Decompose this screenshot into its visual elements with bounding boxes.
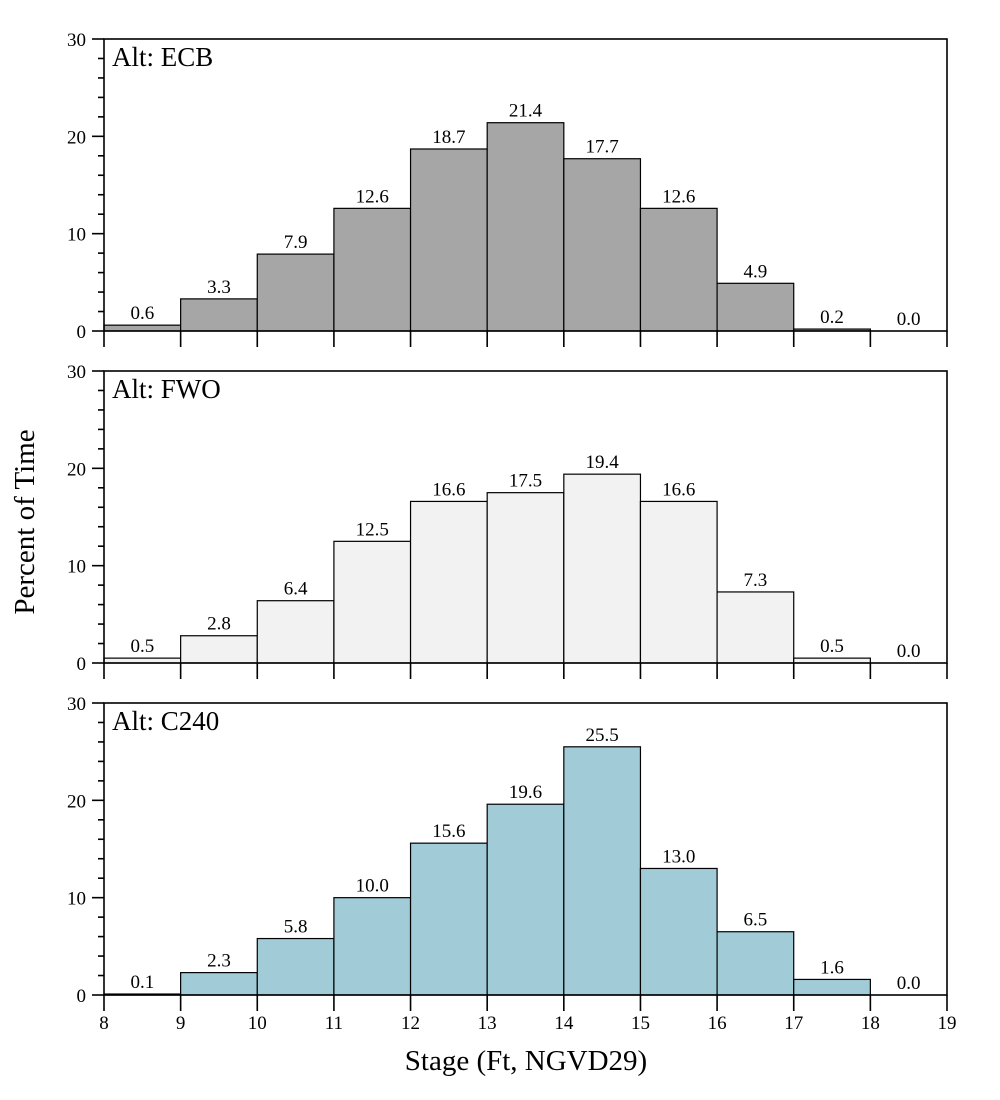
y-tick-label: 0 <box>77 322 87 343</box>
bar-value-label: 0.0 <box>897 641 921 662</box>
x-tick-label: 14 <box>554 1013 574 1034</box>
bar-value-label: 0.1 <box>130 972 154 993</box>
bar-value-label: 0.2 <box>820 307 844 328</box>
y-tick-label: 0 <box>77 986 87 1007</box>
x-tick-label: 9 <box>176 1013 186 1034</box>
x-axis-title: Stage (Ft, NGVD29) <box>405 1045 647 1077</box>
y-tick-label: 20 <box>67 459 86 480</box>
bar <box>793 978 871 996</box>
panel-2: 0.5 2.8 6.4 12.5 16.6 17.5 19.4 16.6 7.3 0.5 0.0 0 1… <box>67 362 948 679</box>
bar <box>486 803 565 996</box>
bar-value-label: 15.6 <box>432 821 465 842</box>
bar-value-label: 21.4 <box>509 101 543 122</box>
bar <box>563 158 642 332</box>
y-tick-label: 30 <box>67 362 86 383</box>
bar <box>409 148 488 332</box>
bar <box>486 492 565 664</box>
bar-value-label: 6.5 <box>744 910 768 931</box>
bar-value-label: 19.6 <box>509 782 542 803</box>
bar <box>256 937 335 996</box>
bar-value-label: 16.6 <box>662 479 695 500</box>
bar-value-label: 0.5 <box>820 636 844 657</box>
bar <box>716 282 795 332</box>
bar-value-label: 17.7 <box>586 137 619 158</box>
bar-value-label: 25.5 <box>586 725 619 746</box>
bar-value-label: 10.0 <box>356 876 389 897</box>
bar-value-label: 12.5 <box>356 519 389 540</box>
bar <box>486 122 565 332</box>
panel-3: 0.1 2.3 5.8 10.0 15.6 19.6 25.5 13.0 6.5 1.6 0.0 0 1… <box>67 694 948 1011</box>
bar <box>639 207 718 332</box>
plot-frame <box>103 702 948 996</box>
y-tick-label: 30 <box>67 30 86 51</box>
x-tick-label: 16 <box>708 1013 727 1034</box>
panel-label: Alt: FWO <box>112 374 221 404</box>
panel-label: Alt: C240 <box>112 706 219 736</box>
y-tick-label: 30 <box>67 694 86 715</box>
bar-value-label: 7.9 <box>284 232 308 253</box>
bar <box>639 867 718 996</box>
x-tick-label: 13 <box>478 1013 497 1034</box>
x-tick-label: 8 <box>99 1013 109 1034</box>
bar-value-label: 0.6 <box>130 303 154 324</box>
bar-value-label: 4.9 <box>744 261 768 282</box>
bar <box>716 591 795 664</box>
x-tick-label: 19 <box>938 1013 957 1034</box>
panel-label: Alt: ECB <box>112 42 213 72</box>
bar-value-label: 0.0 <box>897 973 921 994</box>
bar <box>256 253 335 332</box>
bar <box>103 324 182 332</box>
plot-frame <box>103 370 948 664</box>
x-tick-label: 18 <box>861 1013 880 1034</box>
panels: 0.6 3.3 7.9 12.6 18.7 21.4 17.7 12.6 4.9 0.2 0.0 0 1… <box>67 30 957 1034</box>
y-tick-label: 20 <box>67 127 86 148</box>
y-axis-title: Percent of Time <box>9 429 41 614</box>
bar <box>180 972 258 996</box>
y-tick-label: 10 <box>67 225 86 246</box>
bar <box>333 897 412 996</box>
y-tick-label: 10 <box>67 557 86 578</box>
bar-value-label: 16.6 <box>432 479 465 500</box>
y-tick-label: 0 <box>77 654 87 675</box>
bar <box>716 931 795 996</box>
x-tick-label: 17 <box>784 1013 803 1034</box>
bar <box>409 842 488 996</box>
bar <box>409 500 488 664</box>
bar-value-label: 5.8 <box>284 917 308 938</box>
bar <box>563 473 642 664</box>
bar-value-label: 1.6 <box>820 957 844 978</box>
panel-1: 0.6 3.3 7.9 12.6 18.7 21.4 17.7 12.6 4.9 0.2 0.0 0 1… <box>67 30 948 347</box>
x-tick-label: 10 <box>248 1013 267 1034</box>
bar <box>333 207 412 332</box>
bar-value-label: 19.4 <box>586 452 620 473</box>
bar-value-label: 2.3 <box>207 951 231 972</box>
bar-value-label: 6.4 <box>284 579 308 600</box>
bar-value-label: 18.7 <box>432 127 465 148</box>
bar <box>180 298 258 332</box>
y-tick-label: 10 <box>67 889 86 910</box>
bar-value-label: 3.3 <box>207 277 231 298</box>
x-tick-label: 12 <box>401 1013 420 1034</box>
bar-value-label: 0.0 <box>897 309 921 330</box>
bar-value-label: 17.5 <box>509 471 542 492</box>
bar <box>639 500 718 664</box>
x-tick-label: 11 <box>325 1013 343 1034</box>
bar-value-label: 13.0 <box>662 846 695 867</box>
bar-value-label: 0.5 <box>130 636 154 657</box>
bar-value-label: 12.6 <box>356 186 389 207</box>
x-tick-label: 15 <box>631 1013 650 1034</box>
bar <box>256 600 335 664</box>
bar <box>180 635 258 664</box>
bar-value-label: 7.3 <box>744 570 768 591</box>
y-tick-label: 20 <box>67 791 86 812</box>
plot-frame <box>103 38 948 332</box>
bar-value-label: 12.6 <box>662 186 695 207</box>
bar <box>333 540 412 664</box>
bar <box>563 746 642 996</box>
bar-value-label: 2.8 <box>207 614 231 635</box>
